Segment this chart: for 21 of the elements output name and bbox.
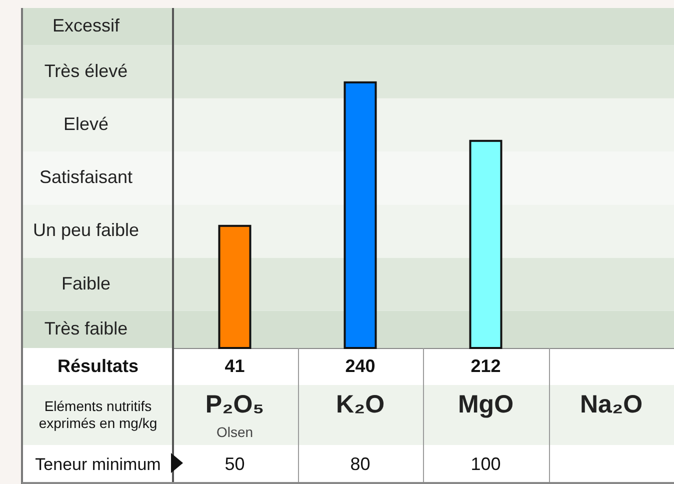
text: 100: [470, 453, 502, 476]
band-label: Faible: [61, 273, 111, 294]
text: 41: [224, 355, 246, 378]
text: Résultats: [56, 355, 140, 378]
band-label: Très élevé: [44, 60, 128, 81]
text: 212: [470, 355, 502, 378]
x-tick-label: P₂O₅: [205, 390, 264, 418]
x-tick-label: MgO: [458, 390, 514, 418]
text: Olsen: [216, 424, 254, 440]
band-label: Excessif: [52, 16, 120, 36]
text: Eléments nutritifs exprimés en mg/kg: [38, 397, 158, 433]
text: Teneur minimum: [34, 454, 162, 476]
text: 80: [349, 453, 372, 476]
x-tick-label: K₂O: [336, 390, 385, 418]
band-label: Un peu faible: [32, 220, 140, 240]
band-label: Elevé: [63, 114, 109, 134]
band-label: Satisfaisant: [39, 167, 133, 187]
text: 240: [344, 355, 376, 378]
x-tick-label: Na₂O: [580, 390, 643, 418]
text: 50: [224, 453, 246, 476]
band-label: Très faible: [44, 318, 128, 338]
